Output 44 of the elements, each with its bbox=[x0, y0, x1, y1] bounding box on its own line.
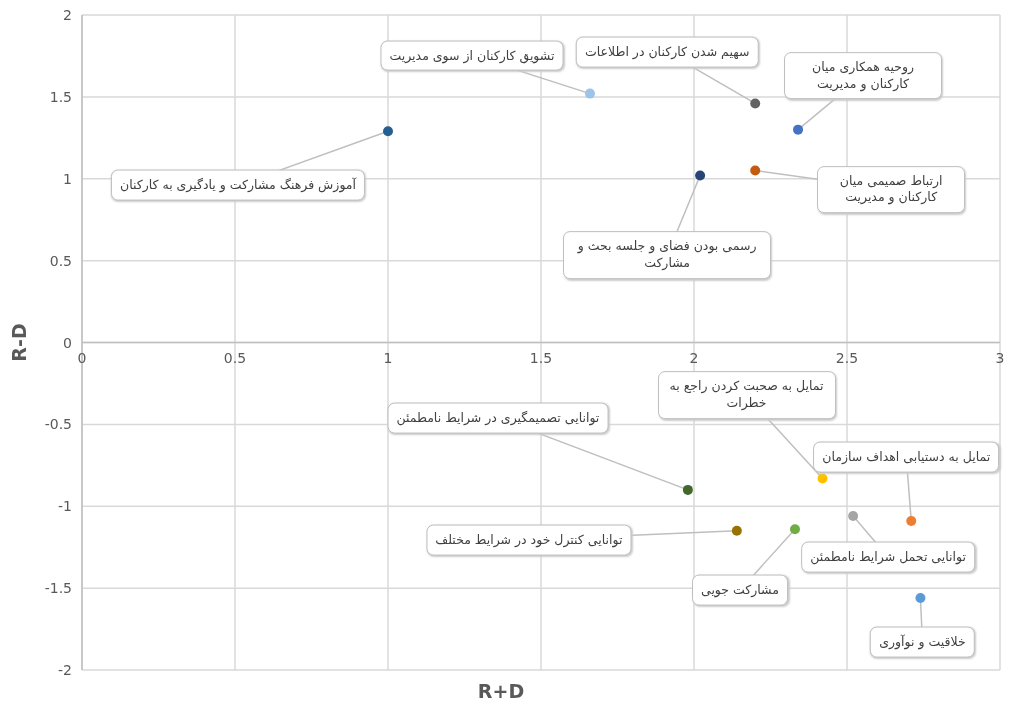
picture-callout: خلاقیت و نوآوری bbox=[870, 626, 975, 658]
point bbox=[817, 473, 828, 484]
point bbox=[789, 524, 800, 535]
point bbox=[695, 170, 706, 181]
y-tick-label: 0.5 bbox=[49, 252, 72, 269]
y-tick-label: 2 bbox=[63, 7, 72, 23]
picture-callout: تمایل به دستیابی اهداف سازمان bbox=[813, 441, 1000, 473]
picture-callout: روحیه همکاری میان کارکنان و مدیریت bbox=[784, 51, 943, 100]
picture-callout: رسمی بودن فضای و جلسه بحث و مشارکت bbox=[563, 231, 772, 280]
y-tick-label: 1.5 bbox=[49, 88, 72, 105]
x-tick-label: 2 bbox=[689, 349, 699, 366]
y-tick-label: -1.5 bbox=[44, 580, 72, 597]
point bbox=[848, 511, 859, 522]
y-tick-label: -2 bbox=[58, 662, 72, 678]
picture-callout: تمایل به صحبت کردن راجع به خطرات bbox=[657, 371, 836, 420]
picture-callout: ارتباط صمیمی میان کارکنان و مدیریت bbox=[817, 165, 966, 214]
point bbox=[584, 88, 595, 99]
point bbox=[793, 124, 804, 135]
point bbox=[906, 515, 917, 526]
point bbox=[731, 525, 742, 536]
x-tick-label: 1 bbox=[383, 349, 393, 366]
point bbox=[750, 98, 761, 109]
x-tick-label: 3 bbox=[995, 349, 1005, 366]
picture-callout: توانایی تصمیمگیری در شرایط نامطمئن bbox=[387, 402, 609, 434]
y-tick-label: 1 bbox=[63, 170, 72, 187]
y-tick-label: -1 bbox=[58, 498, 72, 515]
x-tick-label: 2.5 bbox=[835, 349, 859, 366]
x-tick-label: 1.5 bbox=[529, 349, 553, 366]
x-tick-label: 0.5 bbox=[223, 349, 247, 366]
picture-callout: سهیم شدن کارکنان در اطلاعات bbox=[575, 37, 759, 68]
picture-callout: توانایی کنترل خود در شرایط مختلف bbox=[426, 524, 632, 556]
point bbox=[750, 165, 761, 176]
point bbox=[682, 484, 693, 495]
picture-callout: آموزش فرهنگ مشارکت و یادگیری به کارکنان bbox=[110, 169, 366, 201]
point bbox=[915, 592, 926, 603]
y-tick-label: -0.5 bbox=[44, 416, 72, 433]
picture-callout: توانایی تحمل شرایط نامطمئن bbox=[801, 541, 975, 573]
y-tick-label: 0 bbox=[63, 334, 72, 351]
picture-callout: تشویق کارکنان از سوی مدیریت bbox=[380, 40, 564, 72]
y-axis-title: R-D bbox=[8, 323, 30, 362]
x-axis-title: R+D bbox=[477, 680, 525, 702]
x-tick-label: 0 bbox=[77, 349, 87, 366]
point bbox=[383, 126, 393, 137]
picture-callout: مشارکت جویی bbox=[692, 574, 788, 606]
